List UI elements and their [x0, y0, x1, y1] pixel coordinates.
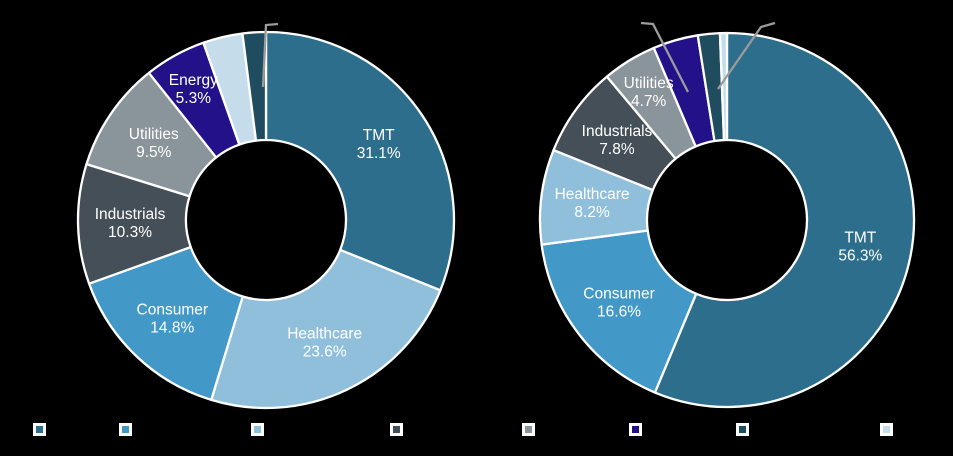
slice-label: Healthcare 8.2%: [555, 186, 630, 221]
slice-label: Utilities 4.7%: [624, 75, 674, 110]
callout-line: [261, 22, 279, 88]
callout-line: [640, 21, 690, 93]
slice-label: TMT 31.1%: [357, 127, 401, 162]
pie-slice-consumer: [540, 229, 698, 394]
pie-slice-unlabeled-7: [241, 30, 268, 142]
slice-label: Industrials 7.8%: [582, 123, 653, 158]
slice-label: Consumer 16.6%: [583, 286, 655, 321]
slice-label: Industrials 10.3%: [95, 206, 166, 241]
pie-slice-consumer: [87, 245, 244, 402]
left-donut-group: TMT 31.1% Healthcare 23.6% Consumer 14.8% Indu…: [76, 22, 456, 410]
pie-slice-healthcare: [210, 248, 442, 410]
slice-label: Energy 5.3%: [169, 72, 218, 107]
slice-label: Consumer 14.8%: [137, 302, 209, 337]
slice-label: TMT 56.3%: [838, 230, 882, 265]
slice-label: Utilities 9.5%: [129, 126, 179, 161]
pie-slice-tmt: [653, 31, 916, 409]
callout-line: [717, 21, 776, 90]
pie-slice-tmt: [264, 30, 456, 292]
slice-label: Healthcare 23.6%: [287, 326, 362, 361]
right-donut-group: TMT 56.3% Consumer 16.6% Healthcare 8.2% Indus…: [538, 21, 916, 409]
pie-slice-unlabeled-7: [718, 31, 729, 142]
